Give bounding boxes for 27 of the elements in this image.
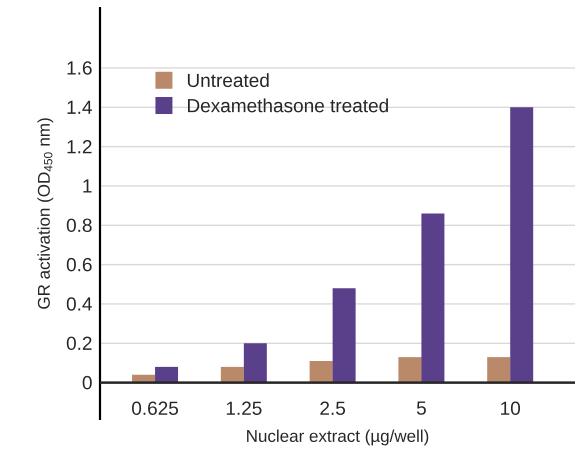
x-tick-label: 5 [416, 402, 426, 415]
y-tick-label: 1.2 [68, 140, 92, 154]
x-axis-title: Nuclear extract (µg/well) [247, 430, 428, 446]
bar [310, 361, 333, 383]
bar [155, 366, 178, 383]
y-axis-title: GR activation (OD$_{450}$ nm) [37, 118, 54, 309]
x-tick-label: 1.25 [226, 402, 262, 415]
y-tick-label: 0.4 [66, 297, 92, 311]
x-tick-label: 0.625 [132, 402, 178, 415]
y-tick-label: 1.6 [68, 61, 92, 75]
y-tick-label: 0.2 [66, 336, 92, 350]
y-tick-label: 1 [83, 179, 92, 192]
bar [220, 366, 244, 383]
bar [421, 214, 444, 383]
y-tick-label: 0.6 [66, 258, 92, 272]
bar [398, 357, 422, 383]
y-tick-label: 0.8 [66, 218, 92, 232]
y-tick-label: 1.4 [68, 100, 92, 114]
bar [332, 288, 356, 383]
legend-label: Dexamethasone treated [188, 98, 388, 112]
bar [510, 107, 534, 383]
bar [244, 343, 267, 383]
y-tick-label: 0 [82, 376, 92, 390]
legend-label: Untreated [188, 73, 269, 88]
bar [487, 357, 510, 383]
x-tick-label: 10 [501, 402, 520, 415]
x-tick-label: 2.5 [320, 402, 346, 415]
